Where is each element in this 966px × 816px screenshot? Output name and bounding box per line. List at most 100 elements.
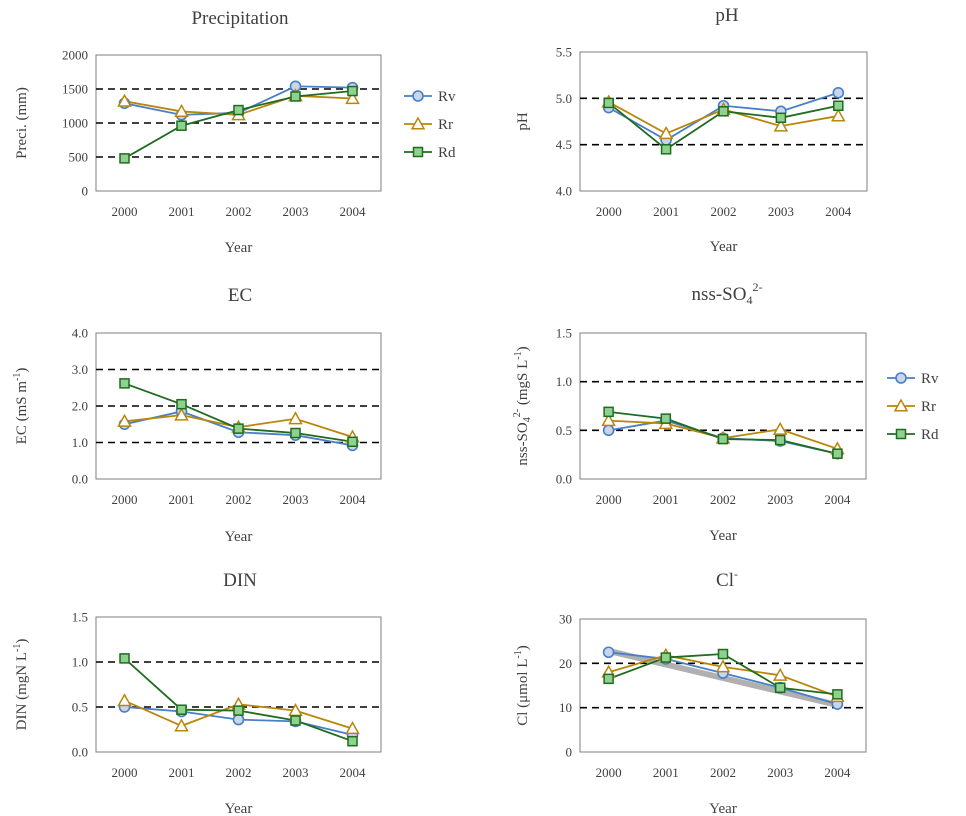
x-tick-label: 2001 [653, 492, 679, 507]
data-point-rr [772, 421, 788, 435]
legend: Rv Rr Rd [404, 89, 456, 161]
y-axis-label: Cl (μmol L-1) [513, 645, 531, 726]
y-tick-label: 0 [566, 745, 573, 760]
x-tick-label: 2000 [596, 492, 622, 507]
x-tick-label: 2004 [340, 204, 367, 219]
y-tick-label: 0.5 [556, 423, 572, 438]
legend: Rv Rr Rd [887, 371, 939, 443]
x-tick-label: 2003 [283, 492, 309, 507]
data-point-rr [117, 693, 132, 707]
x-tick-label: 2003 [767, 492, 793, 507]
x-tick-label: 2002 [226, 765, 252, 780]
y-tick-label: 1000 [62, 116, 88, 131]
x-tick-label: 2001 [653, 765, 679, 780]
data-point-rr [345, 721, 360, 735]
data-point-rd [603, 97, 614, 109]
data-point-rd [660, 413, 672, 424]
x-axis-label: Year [225, 801, 253, 816]
data-point-rd [119, 153, 130, 164]
plot-frame [579, 332, 867, 480]
x-tick-label: 2001 [169, 765, 195, 780]
data-point-rd [660, 652, 672, 663]
data-point-rd [832, 448, 843, 459]
data-point-rd [603, 673, 614, 685]
y-tick-label: 1500 [62, 82, 88, 97]
y-tick-label: 4.0 [556, 184, 572, 199]
x-tick-label: 2004 [824, 492, 851, 507]
y-tick-label: 4.5 [556, 137, 572, 152]
data-point-rd [774, 434, 786, 446]
data-point-rd [119, 653, 130, 664]
chart-panel-3: 0.0 1.0 2.0 3.0 4.0 2000 2001 2002 2003 2004 EC Yea… [12, 285, 382, 545]
legend-marker-rv [412, 90, 424, 102]
data-point-rv [832, 86, 845, 99]
x-tick-label: 2001 [169, 492, 195, 507]
y-axis-label: Preci. (mm) [14, 87, 30, 159]
x-tick-label: 2002 [226, 204, 252, 219]
x-axis-label: Year [709, 528, 737, 544]
x-axis-label: Year [709, 801, 737, 816]
legend-label: Rr [921, 399, 936, 415]
chart-title: pH [715, 5, 739, 26]
plot-frame [579, 51, 868, 192]
data-point-rd [119, 378, 130, 389]
y-axis-label: EC (mS m-1) [12, 368, 30, 445]
data-point-rd [774, 682, 786, 693]
y-tick-label: 20 [559, 656, 572, 671]
data-point-rr [174, 718, 189, 732]
y-tick-label: 2000 [62, 48, 88, 63]
x-axis-label: Year [225, 240, 253, 256]
data-point-rr [831, 108, 846, 122]
x-tick-label: 2002 [710, 765, 736, 780]
chart-panel-6: 0 10 20 30 2000 2001 2002 2003 2004 Cl- Year Cl (μm… [513, 567, 867, 816]
data-point-rd [233, 705, 244, 716]
y-tick-label: 3.0 [72, 362, 88, 377]
x-axis-label: Year [225, 529, 253, 545]
y-tick-label: 0 [82, 184, 89, 199]
data-point-rd [233, 423, 244, 434]
x-tick-label: 2004 [825, 204, 852, 219]
y-tick-label: 2.0 [72, 399, 88, 414]
y-axis-label: nss-SO42- (mgS L-1) [512, 346, 533, 465]
data-point-rr [117, 93, 132, 107]
legend-label: Rv [921, 371, 939, 387]
data-point-rd [347, 735, 358, 747]
y-tick-label: 0.0 [72, 472, 88, 487]
data-point-rd [717, 648, 729, 660]
data-point-rv [602, 646, 615, 659]
data-point-rd [775, 112, 787, 124]
x-tick-label: 2003 [767, 765, 793, 780]
data-point-rr [658, 126, 674, 140]
y-tick-label: 0.5 [72, 700, 88, 715]
y-tick-label: 500 [69, 150, 89, 165]
x-tick-label: 2000 [596, 765, 622, 780]
y-axis-label: pH [515, 112, 531, 131]
legend-label: Rr [438, 117, 453, 133]
data-point-rd [717, 433, 729, 445]
y-tick-label: 5.5 [556, 45, 572, 60]
x-tick-label: 2000 [112, 765, 138, 780]
x-tick-label: 2002 [226, 492, 252, 507]
chart-panel-1: 0 500 1000 1500 2000 2000 2001 2002 2003 2004 Prec… [14, 8, 456, 256]
x-tick-label: 2000 [596, 204, 622, 219]
plot-frame [95, 616, 382, 753]
chart-title: Cl- [716, 567, 738, 591]
y-tick-label: 30 [559, 612, 572, 627]
data-point-rr [772, 667, 788, 681]
y-tick-label: 1.0 [72, 435, 88, 450]
series-line-rd [124, 90, 353, 160]
legend-marker-rr [893, 398, 909, 412]
data-point-rr [174, 407, 189, 421]
x-tick-label: 2003 [283, 204, 309, 219]
x-tick-label: 2001 [653, 204, 679, 219]
x-tick-label: 2002 [710, 492, 736, 507]
data-point-rd [603, 406, 614, 418]
y-tick-label: 1.0 [72, 655, 88, 670]
legend-marker-rr [410, 116, 426, 130]
x-tick-label: 2003 [283, 765, 309, 780]
data-point-rd [718, 106, 729, 117]
data-point-rr [773, 118, 789, 132]
data-point-rd [233, 104, 244, 116]
data-point-rr [345, 90, 360, 105]
